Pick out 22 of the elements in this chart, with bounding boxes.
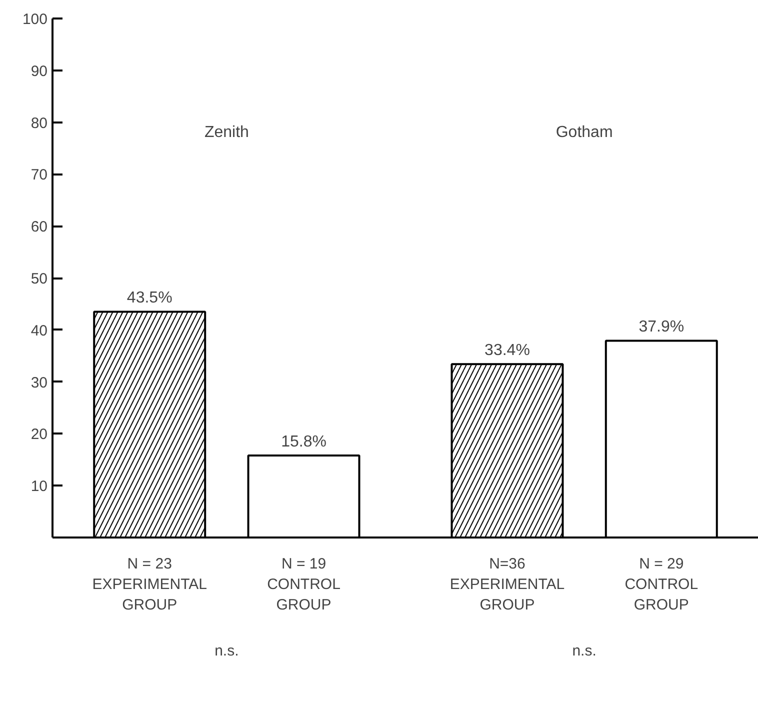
- y-tick-label: 40: [30, 322, 48, 340]
- y-tick-label: 10: [30, 478, 48, 496]
- y-tick-label: 60: [30, 218, 48, 236]
- x-tick-label: N = 23 EXPERIMENTAL GROUP: [92, 556, 207, 614]
- data-label: 15.8%: [281, 433, 326, 450]
- annotation: Zenith: [204, 124, 249, 142]
- y-tick-label: 20: [30, 426, 48, 444]
- text: n.s.: [214, 642, 239, 660]
- data-label: 33.4%: [484, 342, 530, 359]
- y-tick-label: 30: [30, 374, 48, 392]
- x-tick-label: N = 29 CONTROL GROUP: [624, 556, 698, 614]
- y-tick-label: 90: [30, 62, 48, 80]
- text: n.s.: [572, 642, 596, 660]
- y-tick-label: 50: [30, 270, 48, 288]
- y-tick-label: 100: [22, 11, 48, 28]
- data-label: 37.9%: [638, 318, 684, 336]
- annotation: Gotham: [556, 124, 613, 142]
- x-tick-label: N = 19 CONTROL GROUP: [267, 556, 340, 614]
- x-tick-label: N=36 EXPERIMENTAL GROUP: [450, 556, 565, 614]
- y-tick-label: 70: [30, 166, 48, 184]
- data-label: 43.5%: [126, 290, 172, 307]
- y-tick-label: 80: [30, 114, 48, 132]
